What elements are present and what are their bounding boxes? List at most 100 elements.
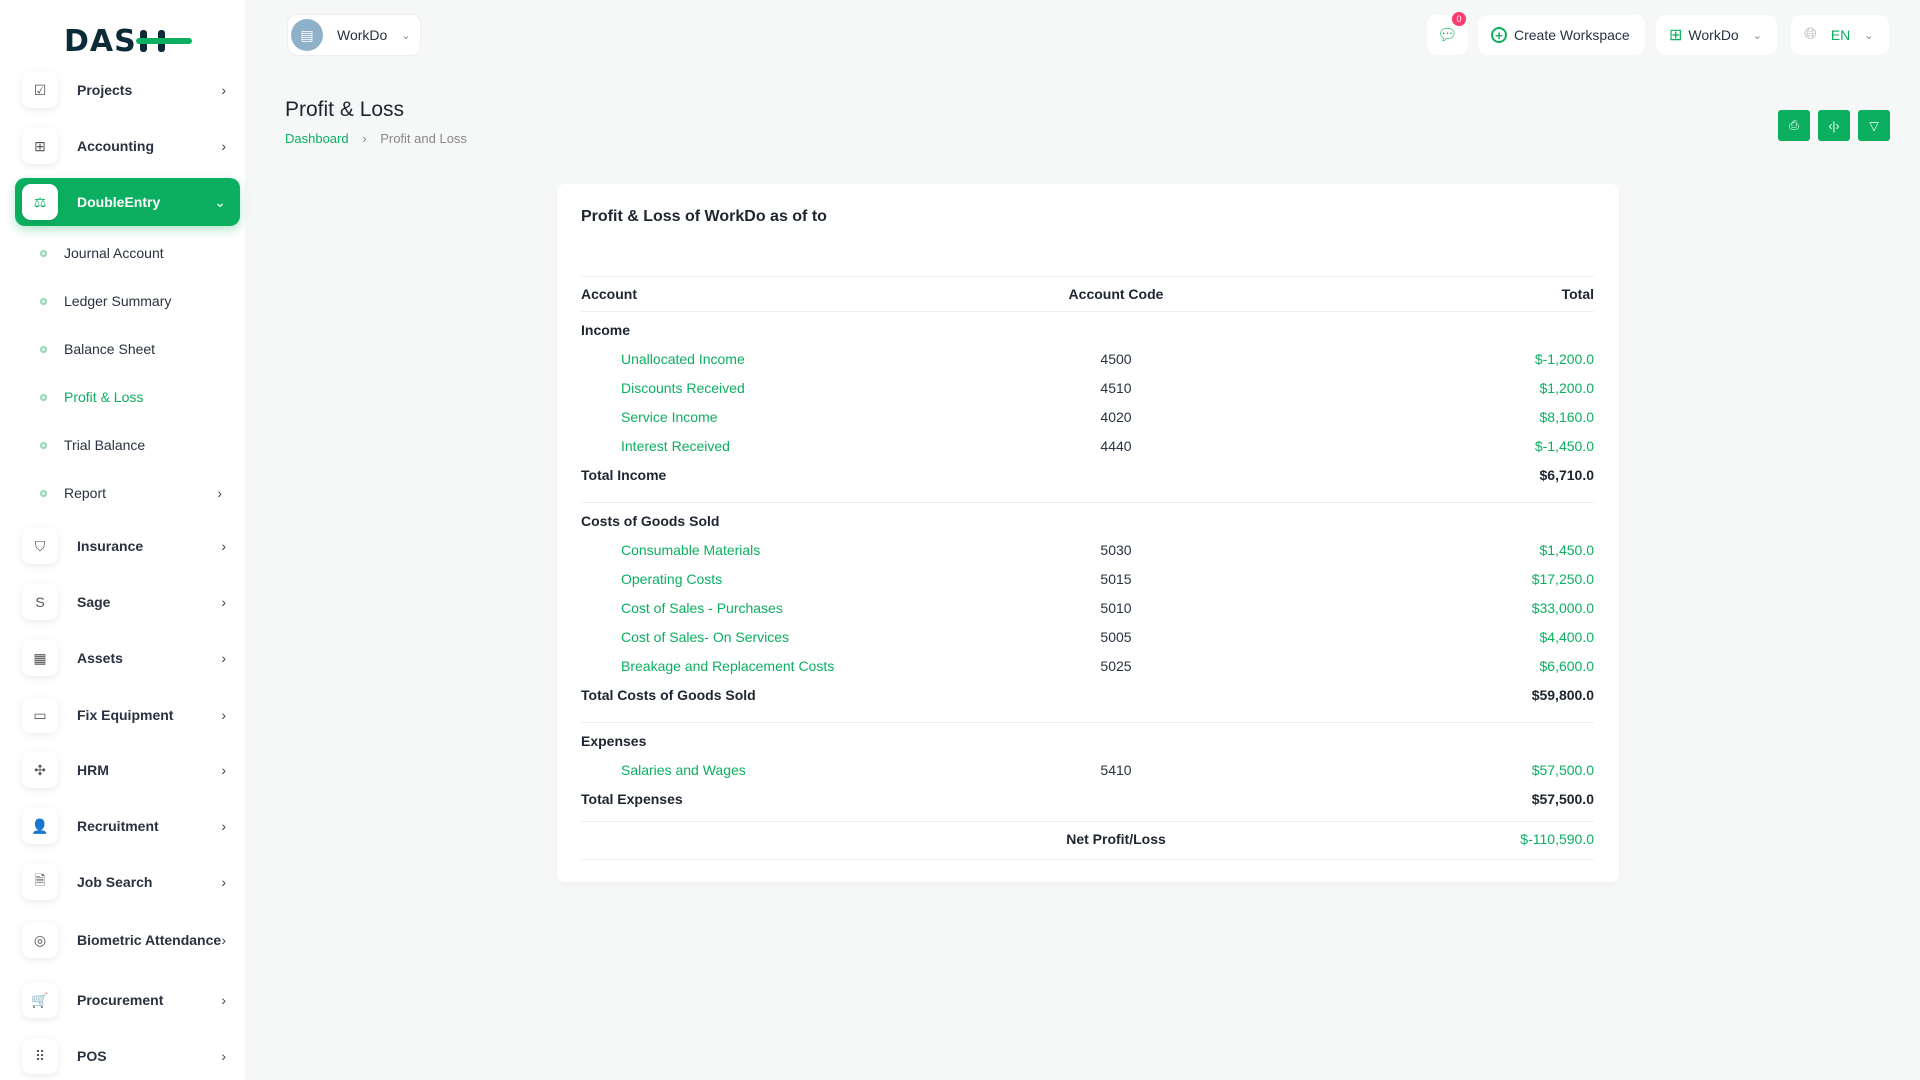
table-row: Service Income 4020 $8,160.0 [581,405,1594,429]
chevron-right-icon: › [221,594,226,610]
checkbox-icon: ☑ [22,72,58,108]
submenu-item-label: Balance Sheet [64,341,156,357]
page-title: Profit & Loss [285,98,405,121]
table-row: Operating Costs 5015 $17,250.0 [581,567,1594,591]
submenu-item-ledger-summary[interactable]: Ledger Summary [40,286,240,316]
submenu-item-profit-loss[interactable]: Profit & Loss [40,382,240,412]
chat-icon: 💬︎ [1437,27,1458,44]
filter-icon: ▽ [1869,118,1879,133]
plus-circle-icon: + [1491,27,1507,43]
total-value: $-1,450.0 [1534,438,1594,454]
chevron-right-icon: › [221,707,226,723]
sidebar-item-assets[interactable]: ▦ Assets › [15,634,240,682]
total-value: $59,800.0 [1531,687,1594,703]
chevron-right-icon: › [221,650,226,666]
account-link[interactable]: Service Income [621,409,718,425]
chevron-right-icon: › [362,131,367,146]
sidebar: DAS ☑ Projects › ⊞ Accounting › ⚖ DoubleEntry ⌄ ⛉… [0,0,245,1080]
account-link[interactable]: Consumable Materials [621,542,761,558]
account-link[interactable]: Interest Received [621,438,730,454]
code-arrows-icon: ‹|› [1828,118,1840,133]
submenu-item-report[interactable]: Report › [40,478,240,508]
total-value: $8,160.0 [1539,409,1595,425]
workspace-selector[interactable]: ▤ WorkDo ⌄ [287,14,421,56]
section-header: Income [581,318,1594,342]
sidebar-item-projects[interactable]: ☑ Projects › [15,66,240,114]
table-row: Salaries and Wages 5410 $57,500.0 [581,758,1594,782]
account-code: 5025 [1100,658,1132,674]
account-link[interactable]: Cost of Sales- On Services [621,629,790,645]
submenu-item-trial-balance[interactable]: Trial Balance [40,430,240,460]
chevron-right-icon: › [221,874,226,890]
print-button[interactable]: ⎙ [1778,110,1810,141]
messages-button[interactable]: 💬︎ 0 [1427,12,1468,55]
account-code: 5015 [1100,571,1132,587]
svg-text:DAS: DAS [64,24,137,56]
sidebar-item-insurance[interactable]: ⛉ Insurance › [15,522,240,570]
s-icon: S [22,584,58,620]
sidebar-item-label: Procurement [77,992,164,1008]
account-link[interactable]: Operating Costs [621,571,723,587]
account-link[interactable]: Breakage and Replacement Costs [621,658,835,674]
language-selector[interactable]: 🌐︎ EN ⌄ [1791,15,1889,55]
sidebar-item-recruitment[interactable]: 👤 Recruitment › [15,802,240,850]
sidebar-item-label: POS [77,1048,107,1064]
workspace-menu[interactable]: ⊞ WorkDo ⌄ [1656,15,1777,55]
create-workspace-button[interactable]: + Create Workspace [1478,15,1645,55]
total-value: $1,200.0 [1539,380,1595,396]
table-row: Consumable Materials 5030 $1,450.0 [581,538,1594,562]
account-link[interactable]: Unallocated Income [621,351,745,367]
account-code: 4500 [1100,351,1132,367]
sidebar-item-job-search[interactable]: 🗎 Job Search › [15,858,240,906]
total-value: $33,000.0 [1531,600,1594,616]
sidebar-item-doubleentry[interactable]: ⚖ DoubleEntry ⌄ [15,178,240,226]
sidebar-item-label: Recruitment [77,818,159,834]
dash-logo[interactable]: DAS [64,24,192,56]
chevron-right-icon: › [221,932,226,948]
total-value: Total [1561,286,1594,302]
account-code: 5410 [1100,762,1132,778]
breadcrumb-current: Profit and Loss [380,131,467,146]
divider [581,722,1594,723]
divider [581,276,1594,277]
sidebar-item-hrm[interactable]: ✣ HRM › [15,746,240,794]
section-total: Total Costs of Goods Sold $59,800.0 [581,683,1594,707]
sidebar-item-label: Insurance [77,538,144,554]
chevron-down-icon: ⌄ [1864,29,1874,42]
account-link[interactable]: Salaries and Wages [621,762,746,778]
bullet-icon [40,345,47,353]
account-code: 5030 [1100,542,1132,558]
total-value: $6,710.0 [1539,467,1595,483]
sidebar-item-fix-equipment[interactable]: ▭ Fix Equipment › [15,691,240,739]
sidebar-item-label: HRM [77,762,109,778]
sidebar-item-label: Accounting [77,138,154,154]
account-link[interactable]: Cost of Sales - Purchases [621,600,783,616]
total-value: $4,400.0 [1539,629,1595,645]
cart-icon: 🛒 [22,982,58,1018]
sidebar-item-label: Job Search [77,874,153,890]
submenu-item-balance-sheet[interactable]: Balance Sheet [40,334,240,364]
archive-icon: ▭ [22,697,58,733]
account-label: Total Costs of Goods Sold [581,687,756,703]
account-code: 4440 [1100,438,1132,454]
chevron-right-icon: › [221,992,226,1008]
chevron-right-icon: › [221,818,226,834]
chevron-down-icon: ⌄ [214,193,226,210]
report-title: Profit & Loss of WorkDo as of to [581,208,827,225]
submenu-item-journal-account[interactable]: Journal Account [40,238,240,268]
breadcrumb-dashboard[interactable]: Dashboard [285,131,349,146]
bullet-icon [40,249,47,257]
sidebar-item-procurement[interactable]: 🛒 Procurement › [15,976,240,1024]
table-row: Discounts Received 4510 $1,200.0 [581,376,1594,400]
account-link[interactable]: Discounts Received [621,380,745,396]
table-row: Unallocated Income 4500 $-1,200.0 [581,347,1594,371]
filter-button[interactable]: ▽ [1858,110,1890,141]
collapse-button[interactable]: ‹|› [1818,110,1850,141]
total-value: $17,250.0 [1531,571,1594,587]
divider [581,821,1594,822]
sidebar-item-accounting[interactable]: ⊞ Accounting › [15,122,240,170]
sidebar-item-pos[interactable]: ⠿ POS › [15,1032,240,1080]
globe-icon: 🌐︎ [1804,26,1817,43]
sidebar-item-sage[interactable]: S Sage › [15,578,240,626]
sidebar-item-biometric-attendance[interactable]: ◎ Biometric Attendance › [15,916,240,964]
